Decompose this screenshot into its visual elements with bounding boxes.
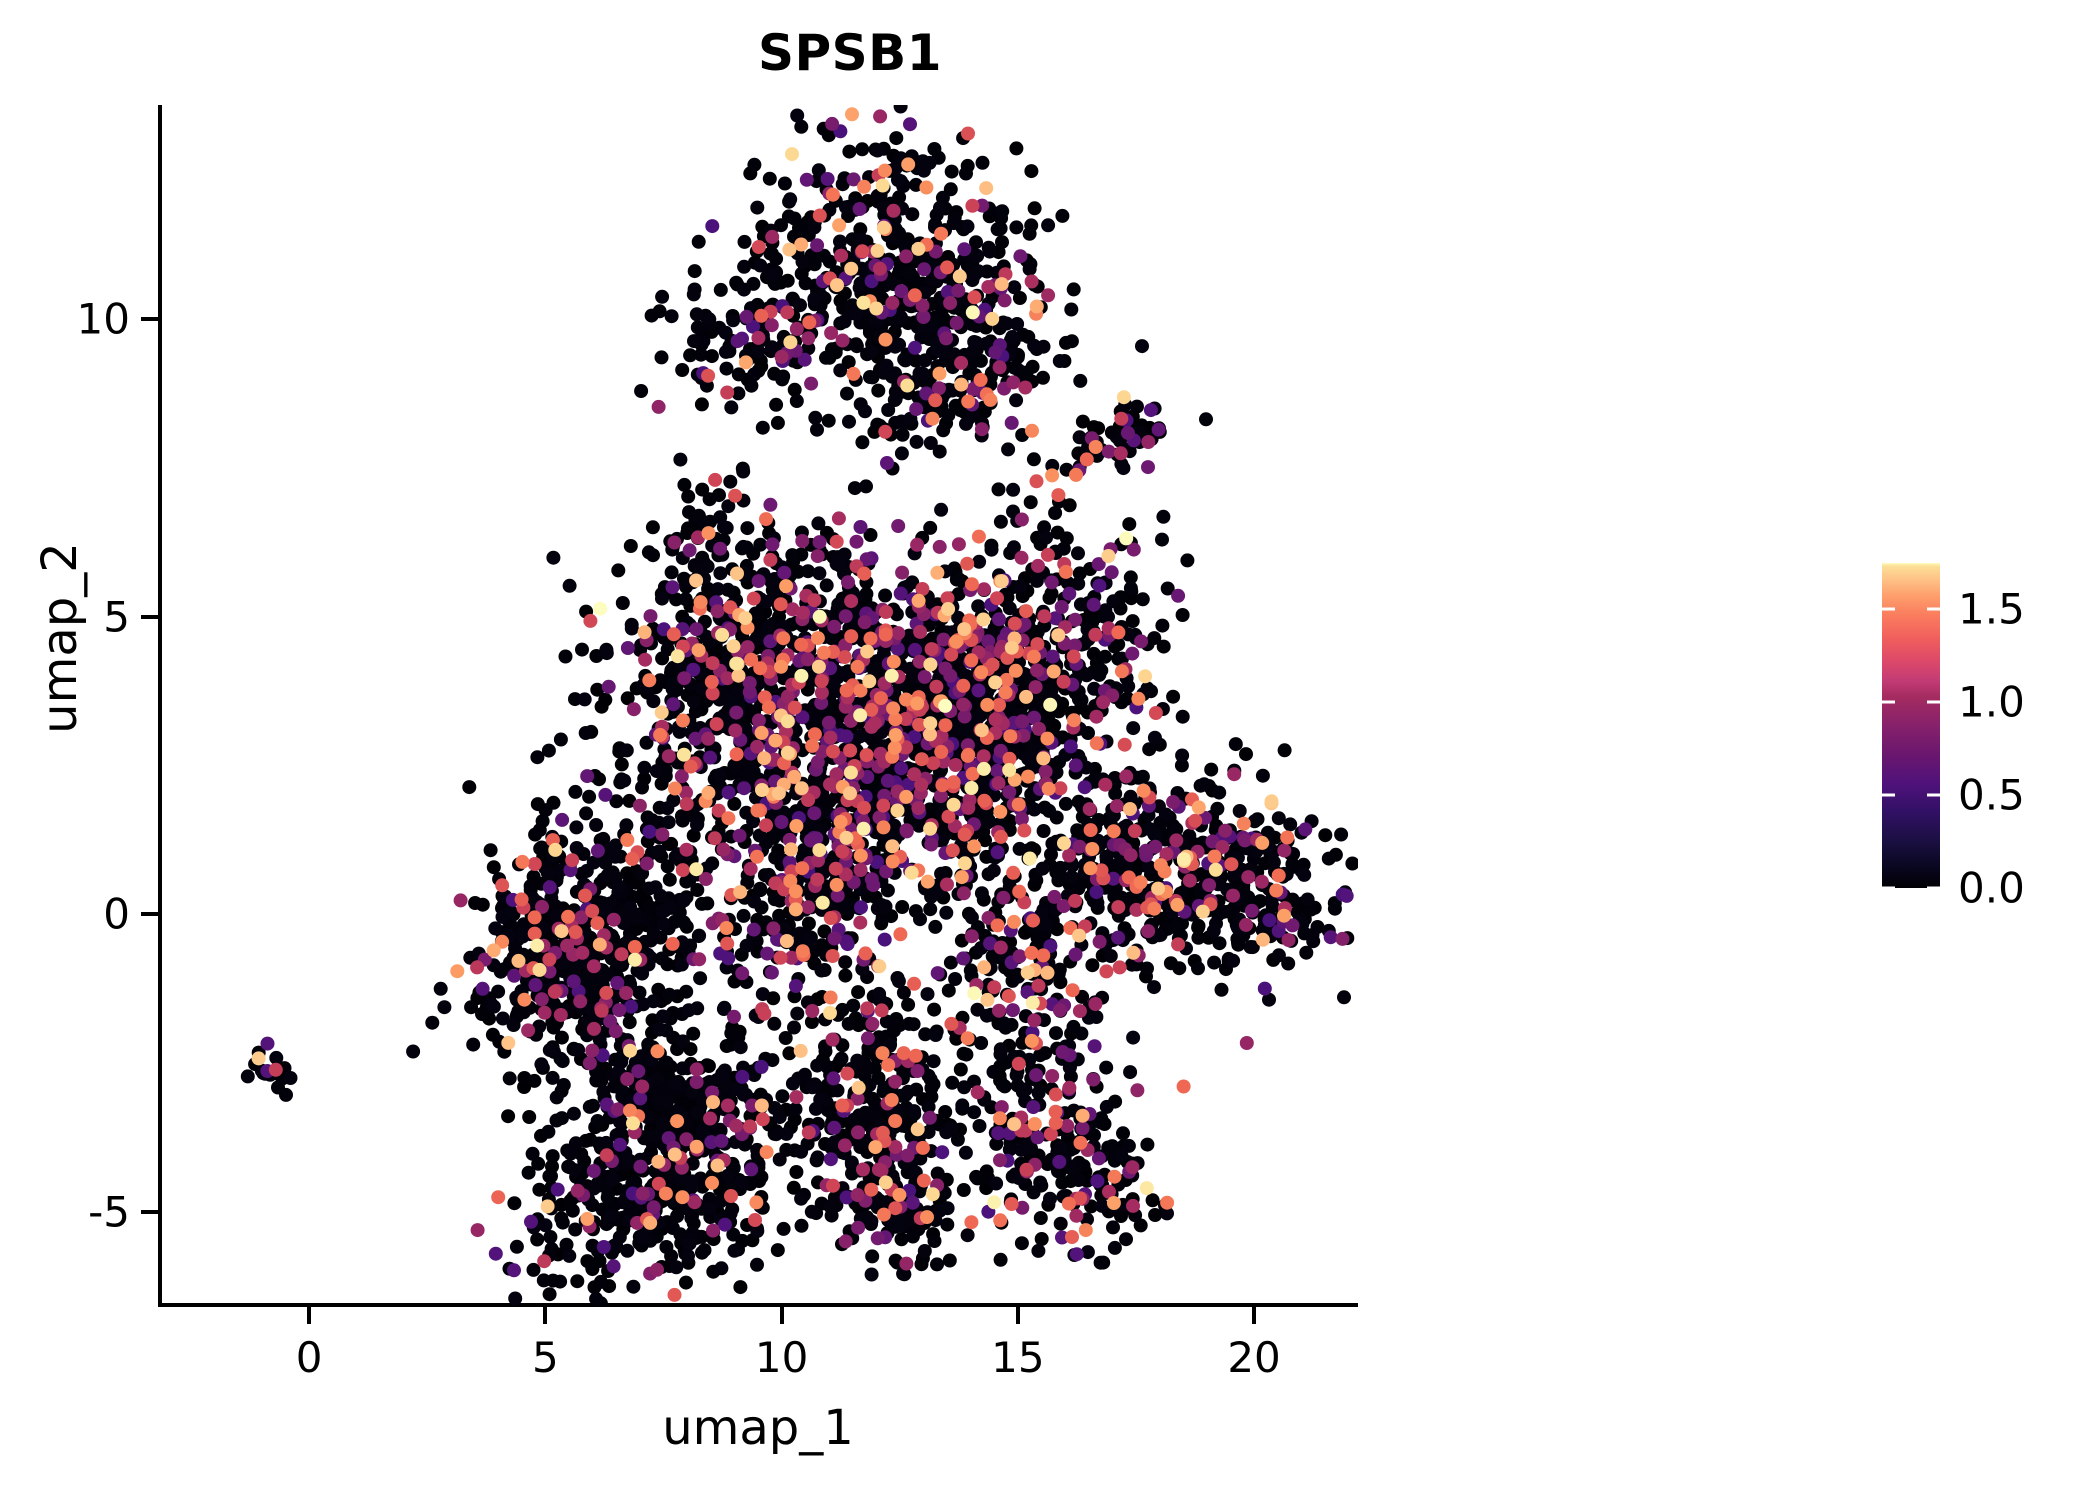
colorbar-tick-mark xyxy=(1927,886,1940,890)
x-tick-mark xyxy=(779,1307,784,1324)
x-tick-label: 0 xyxy=(295,1333,323,1382)
x-tick-label: 20 xyxy=(1227,1333,1281,1382)
y-tick-label: -5 xyxy=(88,1187,130,1237)
colorbar-tick-mark xyxy=(1882,793,1895,797)
axis-spine-left xyxy=(158,105,162,1307)
y-tick-label: 10 xyxy=(76,294,130,344)
colorbar-tick-mark xyxy=(1882,886,1895,890)
x-tick-label: 10 xyxy=(754,1333,809,1382)
scatter-plot-points xyxy=(240,105,1358,1307)
plot-axes: -5 0 5 10 0 5 10 15 20 xyxy=(77,105,1358,1382)
x-tick-mark xyxy=(1015,1307,1020,1324)
axis-spine-bottom xyxy=(158,1303,1358,1307)
colorbar-tick-label: 1.0 xyxy=(1958,677,2025,727)
colorbar-tick-mark xyxy=(1927,700,1940,704)
x-tick-mark xyxy=(307,1307,312,1324)
colorbar[interactable]: 0.0 0.5 1.0 1.5 xyxy=(1882,563,2025,913)
colorbar-tick-label: 0.0 xyxy=(1958,863,2025,913)
colorbar-gradient xyxy=(1882,563,1940,888)
colorbar-tick-mark xyxy=(1927,793,1940,797)
x-tick-mark xyxy=(1252,1307,1257,1324)
page-title: SPSB1 xyxy=(757,24,943,82)
colorbar-tick-mark xyxy=(1927,607,1940,611)
x-tick-label: 15 xyxy=(991,1333,1045,1382)
y-tick-mark xyxy=(141,317,158,322)
x-tick-mark xyxy=(543,1307,548,1324)
x-tick-label: 5 xyxy=(532,1333,559,1382)
y-tick-label: 0 xyxy=(103,889,130,939)
colorbar-tick-mark xyxy=(1882,700,1895,704)
y-tick-label: 5 xyxy=(103,592,130,642)
colorbar-tick-label: 1.5 xyxy=(1958,584,2025,634)
x-axis-label: umap_1 xyxy=(662,1400,854,1456)
y-tick-mark xyxy=(141,1209,158,1214)
y-axis-label: umap_2 xyxy=(32,542,88,734)
y-tick-mark xyxy=(141,912,158,917)
y-tick-mark xyxy=(141,614,158,619)
colorbar-tick-label: 0.5 xyxy=(1958,770,2025,820)
colorbar-tick-mark xyxy=(1882,607,1895,611)
